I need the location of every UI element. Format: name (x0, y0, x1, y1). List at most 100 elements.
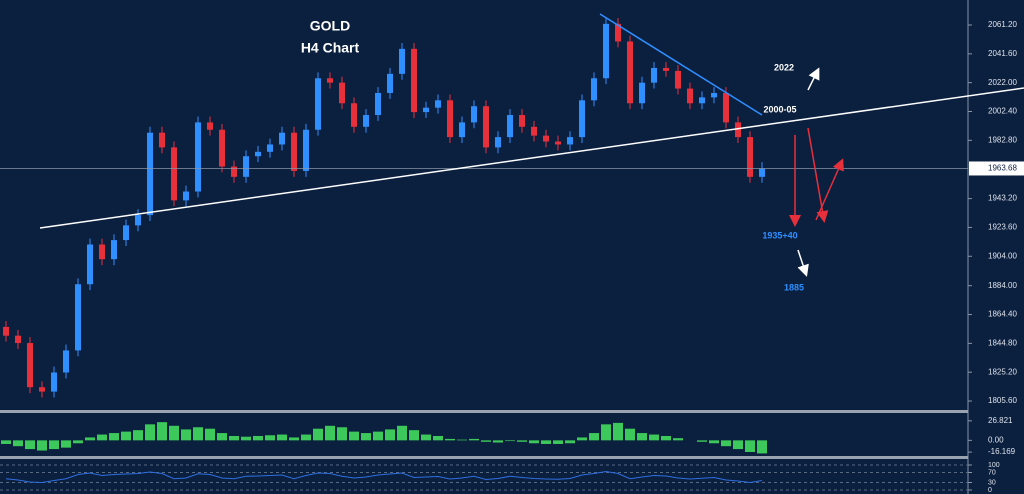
histogram-bar (73, 440, 83, 444)
histogram-bar (361, 433, 371, 441)
arrow (815, 158, 844, 221)
histogram-bar (469, 438, 479, 441)
candle-body (39, 387, 45, 392)
y-tick-label: 2022.00 (988, 78, 1017, 87)
histogram-bar (553, 440, 563, 444)
y-tick-label: 0 (988, 487, 992, 494)
histogram-bar (97, 434, 107, 441)
histogram-bar (541, 440, 551, 444)
panel-separator (0, 456, 968, 459)
candle-body (15, 335, 21, 344)
subtitle: H4 Chart (301, 40, 360, 56)
y-tick-label: 26.821 (988, 416, 1013, 425)
histogram-bar (121, 431, 131, 441)
histogram-bar (457, 439, 467, 441)
candle-body (123, 225, 129, 241)
histogram-bar (385, 429, 395, 441)
y-tick-label: 2061.20 (988, 20, 1017, 29)
candle-body (711, 92, 717, 98)
histogram-bar (445, 438, 455, 441)
price-label: 1963.68 (988, 164, 1017, 173)
histogram-bar (565, 440, 575, 444)
candle-body (219, 129, 225, 167)
candle-body (675, 70, 681, 89)
y-tick-label: 70 (988, 469, 996, 476)
candle-body (651, 67, 657, 83)
candle-body (339, 82, 345, 104)
y-tick-label: -16.169 (988, 447, 1016, 456)
histogram-bar (193, 427, 203, 441)
candle-body (231, 166, 237, 177)
candle-body (483, 106, 489, 148)
histogram-bar (373, 431, 383, 441)
candle-body (531, 126, 537, 136)
candle-body (207, 122, 213, 130)
y-tick-label: 100 (988, 462, 1000, 469)
title: GOLD (310, 18, 350, 34)
candle-body (399, 48, 405, 74)
candle-body (387, 73, 393, 93)
histogram-bar (313, 428, 323, 441)
histogram-bar (589, 433, 599, 441)
histogram-bar (409, 430, 419, 441)
histogram-bar (289, 437, 299, 441)
histogram-bar (229, 435, 239, 441)
histogram-bar (181, 429, 191, 441)
candle-body (279, 132, 285, 145)
candle-body (639, 82, 645, 104)
histogram-bar (649, 434, 659, 441)
histogram-bar (325, 425, 335, 441)
histogram-bar (757, 440, 767, 454)
annotation: 1935+40 (762, 230, 797, 240)
histogram-bar (481, 440, 491, 442)
y-tick-label: 1825.20 (988, 367, 1017, 376)
panel-separator (0, 410, 968, 413)
y-tick-label: 1923.60 (988, 223, 1017, 232)
histogram-bar (217, 433, 227, 441)
candle-body (555, 141, 561, 145)
candle-body (183, 191, 189, 201)
y-tick-label: 0.00 (988, 435, 1004, 444)
histogram-bar (697, 440, 707, 442)
candle-body (171, 147, 177, 201)
histogram-bar (529, 440, 539, 444)
histogram-bar (505, 440, 515, 442)
candle-body (87, 244, 93, 285)
histogram-bar (397, 425, 407, 441)
candle-body (495, 137, 501, 148)
candle-body (51, 372, 57, 392)
candle-body (75, 284, 81, 351)
histogram-bar (637, 433, 647, 441)
candle-body (27, 343, 33, 388)
histogram-bar (277, 434, 287, 441)
candle-body (759, 168, 765, 177)
candle-body (363, 115, 369, 127)
candle-body (411, 48, 417, 113)
annotation: 2000-05 (763, 104, 796, 114)
candle-body (447, 100, 453, 138)
histogram-bar (577, 437, 587, 441)
histogram-bar (733, 440, 743, 450)
y-tick-label: 1982.80 (988, 135, 1017, 144)
histogram-bar (673, 438, 683, 441)
histogram-bar (709, 440, 719, 444)
histogram-bar (661, 435, 671, 441)
histogram-bar (61, 440, 71, 448)
candle-body (435, 100, 441, 108)
candle-body (315, 78, 321, 130)
histogram-bar (25, 440, 35, 450)
candle-body (135, 215, 141, 226)
histogram-bar (301, 434, 311, 441)
candle-body (591, 78, 597, 101)
histogram-bar (37, 440, 47, 451)
y-tick-label: 1805.60 (988, 396, 1017, 405)
y-tick-label: 2041.60 (988, 49, 1017, 58)
y-tick-label: 1864.40 (988, 310, 1017, 319)
candle-body (327, 78, 333, 83)
candle-body (579, 100, 585, 138)
histogram-bar (13, 440, 23, 447)
candle-body (423, 107, 429, 113)
y-tick-label: 1884.00 (988, 281, 1017, 290)
